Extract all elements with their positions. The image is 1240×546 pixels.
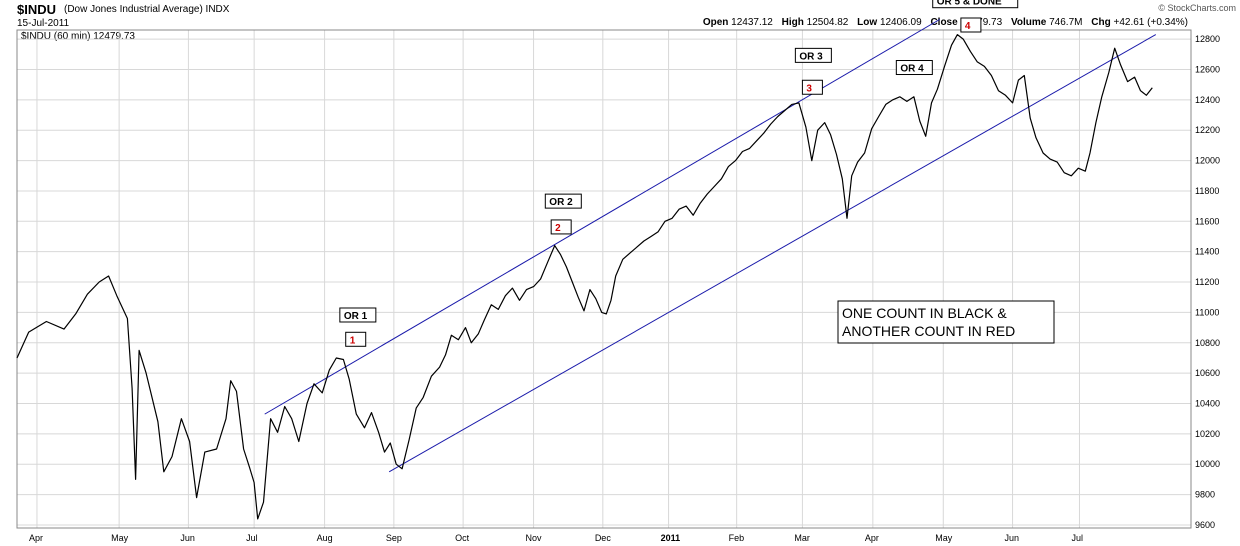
chg-value: +42.61 (+0.34%)	[1113, 17, 1189, 28]
symbol-description: (Dow Jones Industrial Average) INDX	[64, 4, 230, 15]
x-tick-label: Jul	[246, 533, 258, 543]
x-tick-label: Nov	[526, 533, 543, 543]
low-label: Low	[857, 17, 878, 28]
x-tick-label: Aug	[317, 533, 333, 543]
volume-label: Volume	[1010, 17, 1047, 28]
note-box	[837, 300, 1055, 344]
x-tick-label: Apr	[865, 533, 879, 543]
wave-annotation: OR 5 & DONE	[932, 0, 1019, 9]
wave-annotation: OR 2	[544, 193, 582, 209]
x-tick-label: Apr	[29, 533, 43, 543]
red-count-marker: 1	[345, 331, 367, 347]
red-count-marker: 4	[960, 17, 982, 33]
y-tick-label: 12000	[1195, 156, 1220, 166]
y-tick-label: 12600	[1195, 64, 1220, 74]
channel-line	[388, 34, 1157, 473]
x-tick-label: Oct	[455, 533, 470, 543]
y-tick-label: 10000	[1195, 459, 1220, 469]
annotation-box	[339, 307, 377, 323]
annotation-box	[544, 193, 582, 209]
y-tick-label: 10600	[1195, 368, 1220, 378]
high-value: 12504.82	[806, 17, 849, 28]
x-tick-label: Feb	[729, 533, 745, 543]
y-tick-label: 10200	[1195, 429, 1220, 439]
marker-label: 2	[555, 223, 561, 234]
y-tick-label: 12400	[1195, 95, 1220, 105]
wave-annotation: OR 1	[339, 307, 377, 323]
open-value: 12437.12	[731, 17, 773, 28]
plot-frame	[16, 29, 1192, 529]
note-line: ANOTHER COUNT IN RED	[842, 323, 1015, 339]
red-count-marker: 3	[801, 79, 823, 95]
x-tick-label: Sep	[386, 533, 402, 543]
y-tick-label: 11200	[1195, 277, 1219, 287]
marker-label: 3	[806, 83, 812, 94]
stockcharts-credit: © StockCharts.com	[1158, 3, 1236, 13]
chg-label: Chg	[1091, 17, 1111, 28]
high-label: High	[781, 17, 804, 28]
note-line: ONE COUNT IN BLACK &	[842, 305, 1007, 321]
y-tick-label: 12200	[1195, 125, 1220, 135]
series-legend: $INDU (60 min) 12479.73	[21, 31, 135, 42]
marker-box	[550, 219, 572, 235]
y-tick-label: 9600	[1195, 520, 1215, 530]
annotation-label: OR 5 & DONE	[937, 0, 1002, 8]
y-tick-label: 11800	[1195, 186, 1219, 196]
x-tick-label: Jun	[1005, 533, 1020, 543]
annotation-label: OR 4	[900, 64, 924, 75]
x-tick-label: 2011	[661, 533, 681, 543]
wave-annotation: OR 4	[895, 60, 933, 76]
y-tick-label: 10800	[1195, 338, 1220, 348]
price-series-line	[16, 33, 1153, 520]
red-count-marker: 2	[550, 219, 572, 235]
wave-annotation: OR 3	[794, 47, 832, 63]
y-tick-label: 10400	[1195, 399, 1220, 409]
marker-label: 1	[350, 335, 356, 346]
x-tick-label: Jul	[1071, 533, 1083, 543]
marker-box	[345, 331, 367, 347]
y-tick-label: 12800	[1195, 34, 1220, 44]
marker-box	[801, 79, 823, 95]
x-tick-label: May	[935, 533, 953, 543]
channel-line	[264, 18, 941, 415]
x-tick-label: May	[111, 533, 129, 543]
chart-date: 15-Jul-2011	[17, 18, 70, 29]
marker-box	[960, 17, 982, 33]
close-label: Close	[930, 17, 958, 28]
annotation-box	[895, 60, 933, 76]
annotation-label: OR 3	[799, 51, 823, 62]
annotation-box	[932, 0, 1019, 9]
marker-label: 4	[965, 21, 971, 32]
low-value: 12406.09	[879, 17, 922, 28]
x-tick-label: Dec	[595, 533, 612, 543]
volume-value: 746.7M	[1049, 17, 1083, 28]
open-label: Open	[702, 17, 729, 28]
y-tick-label: 11600	[1195, 216, 1219, 226]
y-tick-label: 9800	[1195, 490, 1215, 500]
count-note: ONE COUNT IN BLACK & ANOTHER COUNT IN RED	[837, 300, 1055, 344]
y-tick-label: 11000	[1195, 307, 1219, 317]
annotation-box	[794, 47, 832, 63]
annotation-label: OR 1	[344, 311, 368, 322]
x-tick-label: Mar	[794, 533, 810, 543]
y-tick-label: 11400	[1195, 247, 1219, 257]
symbol-title: $INDU	[17, 2, 57, 17]
x-tick-label: Jun	[180, 533, 195, 543]
annotation-label: OR 2	[549, 197, 573, 208]
